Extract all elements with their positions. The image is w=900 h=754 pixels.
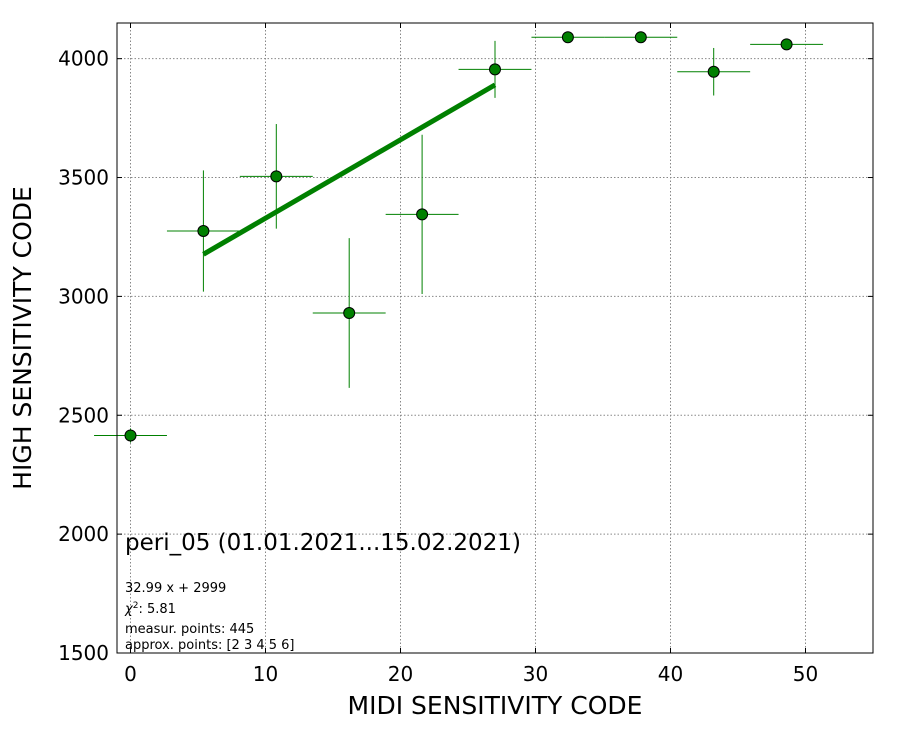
approx-points-text: approx. points: [2 3 4 5 6] — [125, 638, 295, 653]
x-tick-label: 0 — [124, 662, 137, 686]
y-tick-label: 2500 — [58, 403, 109, 427]
measur-points-text: measur. points: 445 — [125, 622, 254, 637]
data-point — [197, 225, 210, 238]
plot-frame — [116, 22, 874, 654]
x-tick-label: 30 — [523, 662, 548, 686]
data-point — [634, 31, 647, 44]
data-point — [780, 38, 793, 51]
fit-equation-text: 32.99 x + 2999 — [125, 581, 226, 596]
grid-lines — [117, 23, 873, 653]
y-tick-label: 4000 — [58, 47, 109, 71]
y-tick-label: 3000 — [58, 284, 109, 308]
axis-ticks: 0 10 20 30 40 50 1500 2000 2500 3000 3500 4000 — [58, 23, 873, 686]
error-bars — [94, 36, 824, 443]
data-point — [561, 31, 574, 44]
chi-square-text: χ2: 5.81 — [124, 601, 176, 617]
fit-line-layer — [202, 82, 497, 257]
annotation-title: peri_05 (01.01.2021...15.02.2021) — [125, 530, 521, 556]
fit-line — [202, 82, 497, 257]
data-point — [489, 63, 501, 76]
data-point — [124, 429, 137, 442]
data-point — [270, 170, 283, 183]
y-tick-label: 2000 — [58, 522, 109, 546]
x-axis-label: MIDI SENSITIVITY CODE — [348, 691, 643, 720]
x-tick-label: 40 — [658, 662, 683, 686]
y-tick-label: 1500 — [58, 641, 109, 665]
x-tick-label: 20 — [388, 662, 413, 686]
x-tick-label: 50 — [793, 662, 818, 686]
data-points — [124, 31, 793, 442]
y-tick-label: 3500 — [58, 166, 109, 190]
data-point — [343, 307, 356, 320]
x-tick-label: 10 — [253, 662, 278, 686]
y-axis-label: HIGH SENSITIVITY CODE — [8, 186, 37, 490]
data-point — [707, 65, 720, 78]
data-point — [416, 208, 429, 221]
